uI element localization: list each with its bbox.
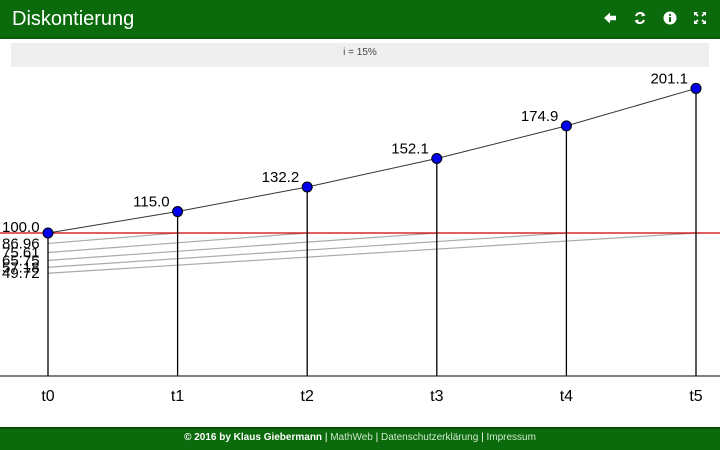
arrow-left-icon[interactable] <box>602 8 618 28</box>
discount-curve <box>47 232 308 254</box>
footer-separator: | <box>375 432 379 443</box>
present-value-label: 65.75 <box>2 252 40 269</box>
growth-line <box>47 87 697 234</box>
value-label: 152.1 <box>391 140 429 157</box>
value-label: 174.9 <box>521 108 559 125</box>
footer-link-mathweb[interactable]: MathWeb <box>330 432 373 443</box>
x-tick-label: t0 <box>41 388 54 405</box>
x-tick-label: t1 <box>171 388 184 405</box>
value-label: 132.2 <box>262 169 300 186</box>
info-icon[interactable] <box>662 8 678 28</box>
footer-separator: | <box>324 432 328 443</box>
present-value-label: 57.18 <box>2 259 40 276</box>
value-label: 100.0 <box>2 219 40 236</box>
present-value-label: 86.96 <box>2 235 40 252</box>
value-label: 115.0 <box>133 194 169 211</box>
discount-chart: 100.0 115.0 132.2 152.1 174.9 201.1 86.9675.61… <box>0 70 720 405</box>
footer-link-imprint[interactable]: Impressum <box>486 432 536 443</box>
data-point <box>301 181 313 193</box>
x-tick-label: t4 <box>560 388 573 405</box>
value-label: 201.1 <box>650 70 688 87</box>
fullscreen-icon[interactable] <box>692 8 708 28</box>
discount-curve <box>47 232 567 268</box>
data-point <box>431 152 443 164</box>
copyright-text: © 2016 by Klaus Giebermann <box>184 432 323 443</box>
discount-curve <box>47 232 178 245</box>
x-tick-label: t5 <box>689 388 702 405</box>
header-toolbar <box>602 8 708 28</box>
page-title: Diskontierung <box>12 8 135 30</box>
footer-separator: | <box>481 432 484 443</box>
present-value-label: 75.61 <box>2 245 40 262</box>
header-divider <box>0 37 720 39</box>
discount-curve <box>47 232 697 274</box>
present-value-label: 49.72 <box>2 265 40 282</box>
page-footer: © 2016 by Klaus Giebermann | MathWeb | D… <box>0 427 720 450</box>
footer-link-privacy[interactable]: Datenschutzerklärung <box>381 432 479 443</box>
data-point <box>560 120 572 132</box>
interest-rate-slider[interactable]: i = 15% <box>11 43 709 67</box>
x-tick-label: t2 <box>301 388 314 405</box>
refresh-icon[interactable] <box>632 8 648 28</box>
data-point <box>690 82 702 94</box>
discount-curve <box>47 232 437 261</box>
data-point <box>42 227 54 239</box>
data-point <box>172 206 184 218</box>
x-tick-label: t3 <box>430 388 443 405</box>
app-header: Diskontierung <box>0 0 720 37</box>
